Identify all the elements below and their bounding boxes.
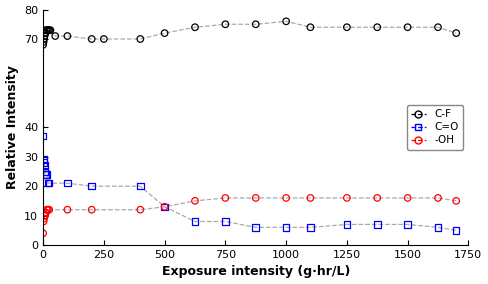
Point: [46, 28, 54, 32]
Point: [191, 219, 199, 224]
Point: [434, 25, 442, 30]
Point: [42, 210, 50, 215]
Point: [373, 222, 381, 227]
Point: [39, 231, 47, 235]
Point: [45, 28, 53, 32]
Point: [42, 28, 50, 32]
Point: [41, 213, 49, 218]
Point: [306, 225, 314, 230]
Point: [161, 31, 168, 36]
Point: [63, 34, 71, 38]
Point: [39, 43, 47, 47]
Point: [51, 34, 59, 38]
Point: [41, 172, 49, 177]
Point: [43, 172, 51, 177]
Point: [42, 172, 50, 177]
Point: [222, 219, 229, 224]
Point: [343, 25, 351, 30]
Point: [222, 196, 229, 200]
Point: [252, 225, 260, 230]
Point: [452, 228, 460, 233]
Point: [373, 25, 381, 30]
Point: [88, 184, 96, 188]
Point: [282, 196, 290, 200]
Point: [452, 31, 460, 36]
Point: [88, 207, 96, 212]
Point: [40, 157, 47, 162]
Point: [39, 134, 47, 138]
Point: [452, 199, 460, 203]
Point: [40, 219, 47, 224]
Point: [44, 181, 52, 185]
Point: [40, 37, 48, 41]
Point: [43, 207, 51, 212]
Point: [252, 22, 260, 26]
Point: [40, 40, 47, 44]
Point: [306, 25, 314, 30]
Point: [404, 25, 411, 30]
Point: [191, 199, 199, 203]
Point: [222, 22, 229, 26]
Point: [252, 196, 260, 200]
Point: [306, 196, 314, 200]
Point: [282, 225, 290, 230]
Point: [404, 196, 411, 200]
Point: [137, 184, 144, 188]
Point: [63, 181, 71, 185]
Point: [373, 196, 381, 200]
Y-axis label: Relative Intensity: Relative Intensity: [5, 65, 19, 189]
Point: [41, 213, 48, 218]
Point: [41, 31, 49, 36]
Point: [137, 207, 144, 212]
Point: [41, 31, 49, 36]
Point: [88, 37, 96, 41]
Point: [40, 160, 48, 165]
Point: [100, 37, 108, 41]
Point: [44, 28, 52, 32]
Point: [41, 163, 48, 168]
Point: [161, 204, 168, 209]
Point: [45, 181, 53, 185]
Point: [45, 207, 53, 212]
Point: [41, 169, 49, 174]
Point: [434, 196, 442, 200]
Point: [40, 216, 48, 221]
Point: [43, 28, 51, 32]
Point: [41, 210, 49, 215]
X-axis label: Exposure intensity (g·hr/L): Exposure intensity (g·hr/L): [162, 266, 350, 278]
Point: [404, 222, 411, 227]
Point: [161, 204, 168, 209]
Point: [343, 196, 351, 200]
Point: [191, 25, 199, 30]
Point: [41, 34, 48, 38]
Point: [137, 37, 144, 41]
Point: [282, 19, 290, 24]
Point: [44, 207, 52, 212]
Point: [434, 225, 442, 230]
Legend: C-F, C=O, -OH: C-F, C=O, -OH: [407, 105, 463, 150]
Point: [63, 207, 71, 212]
Point: [343, 222, 351, 227]
